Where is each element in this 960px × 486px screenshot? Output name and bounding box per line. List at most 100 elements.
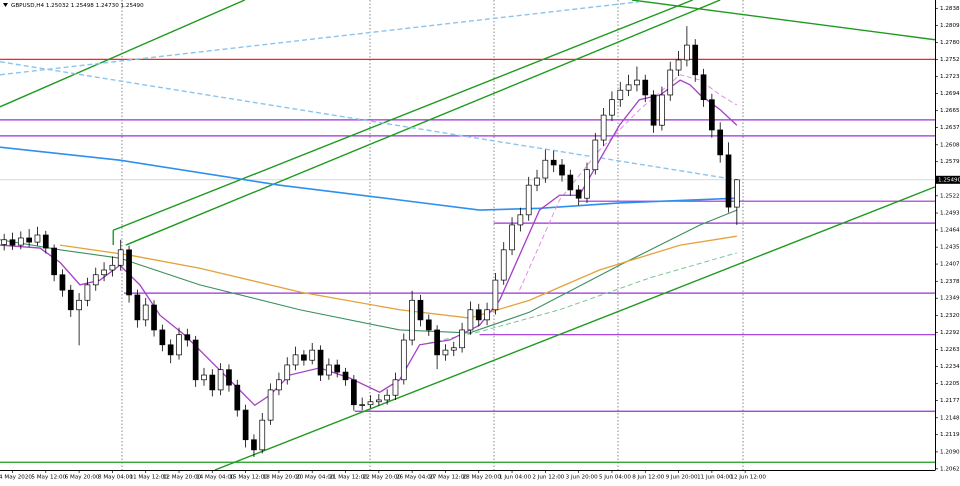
y-tick-label: 1.23205	[940, 313, 960, 319]
y-tick-label: 1.22630	[940, 347, 960, 353]
candle-body	[459, 329, 465, 349]
x-tick-label: 14 May 04:00	[196, 475, 235, 481]
candle-body	[292, 354, 299, 366]
candle-body	[717, 129, 724, 156]
trendline	[112, 0, 693, 231]
x-tick-label: 9 Jun 20:00	[666, 475, 698, 481]
candle-body	[109, 264, 116, 271]
x-tick-label: 21 May 12:00	[329, 475, 368, 481]
candle-body	[434, 329, 440, 356]
candle-body	[159, 329, 166, 346]
candle-body	[359, 404, 366, 406]
candle-body	[417, 299, 424, 321]
candle-body	[467, 309, 474, 331]
x-tick-label: 8 Jun 12:00	[632, 475, 664, 481]
candle-body	[600, 114, 607, 141]
candle-body	[509, 224, 515, 251]
candle-body	[201, 374, 207, 381]
candle-body	[301, 354, 307, 361]
x-tick-label: 6 May 20:00	[65, 475, 100, 481]
candle-body	[659, 94, 665, 126]
candle-body	[384, 394, 391, 401]
trendline	[631, 0, 935, 41]
x-tick-label: 11 May 12:00	[130, 475, 169, 481]
x-tick-label: 26 May 04:00	[396, 475, 435, 481]
candle-body	[534, 177, 540, 186]
candle-body	[326, 364, 332, 376]
price-tag	[936, 175, 960, 184]
candle-body	[475, 309, 482, 321]
candle-body	[76, 299, 82, 311]
candle-body	[542, 159, 549, 179]
trendline	[125, 0, 721, 246]
moving-average	[0, 146, 737, 211]
moving-average	[0, 79, 738, 407]
candle-body	[126, 249, 132, 296]
candle-body	[1, 239, 8, 245]
candle-body	[592, 139, 599, 171]
x-tick-label: 5 May 12:00	[31, 475, 66, 481]
candle-body	[517, 214, 524, 226]
y-tick-label: 1.20905	[940, 449, 960, 455]
y-tick-label: 1.26080	[940, 142, 960, 148]
candle-body	[92, 274, 99, 286]
candle-body	[67, 289, 74, 311]
candle-body	[167, 344, 174, 356]
candle-body	[484, 309, 490, 321]
y-tick-label: 1.22345	[940, 364, 960, 370]
candle-body	[567, 174, 574, 191]
candle-body	[351, 379, 357, 406]
candle-body	[267, 389, 274, 421]
collapse-icon[interactable]	[3, 3, 8, 7]
candle-body	[259, 419, 266, 451]
candle-body	[425, 319, 432, 331]
price-tag-label: 1.25490	[938, 177, 960, 183]
candle-body	[375, 399, 382, 403]
candle-body	[284, 364, 291, 381]
moving-average	[59, 235, 737, 319]
candle-body	[667, 69, 674, 96]
candle-body	[634, 79, 640, 86]
candle-body	[733, 179, 740, 208]
y-tick-label: 1.27805	[940, 40, 960, 46]
y-tick-label: 1.26370	[940, 125, 960, 131]
x-tick-label: 3 Jun 20:00	[566, 475, 598, 481]
y-tick-label: 1.26945	[940, 91, 960, 97]
candle-body	[151, 304, 157, 331]
candle-body	[42, 234, 49, 249]
candle-body	[675, 59, 682, 71]
x-tick-label: 27 May 12:00	[429, 475, 468, 481]
x-tick-label: 2 Jun 12:00	[532, 475, 564, 481]
candle-body	[400, 339, 407, 381]
candle-body	[226, 369, 232, 386]
x-tick-label: 12 May 20:00	[163, 475, 202, 481]
candle-body	[692, 44, 699, 76]
candle-body	[217, 369, 224, 391]
candle-body	[334, 364, 341, 373]
y-tick-label: 1.22055	[940, 381, 960, 387]
plot-area	[0, 0, 935, 470]
y-tick-label: 1.24645	[940, 227, 960, 233]
candle-body	[575, 189, 582, 199]
candle-body	[251, 439, 257, 451]
moving-average	[0, 209, 738, 334]
candle-body	[234, 384, 241, 411]
candle-body	[192, 339, 199, 381]
candle-body	[142, 304, 149, 321]
candle-body	[392, 379, 399, 396]
x-tick-label: 22 May 20:00	[363, 475, 402, 481]
x-tick-label: 1 Jun 04:00	[499, 475, 531, 481]
candle-body	[584, 169, 590, 199]
x-tick-label: 20 May 04:00	[296, 475, 335, 481]
x-tick-label: 12 Jun 12:00	[730, 475, 766, 481]
candle-body	[684, 44, 690, 61]
candle-body	[367, 401, 374, 406]
candle-body	[625, 84, 632, 91]
candle-body	[209, 374, 216, 391]
y-tick-label: 1.24930	[940, 211, 960, 217]
candle-body	[492, 279, 499, 311]
candle-body	[9, 239, 16, 246]
x-tick-label: 18 May 20:00	[263, 475, 302, 481]
